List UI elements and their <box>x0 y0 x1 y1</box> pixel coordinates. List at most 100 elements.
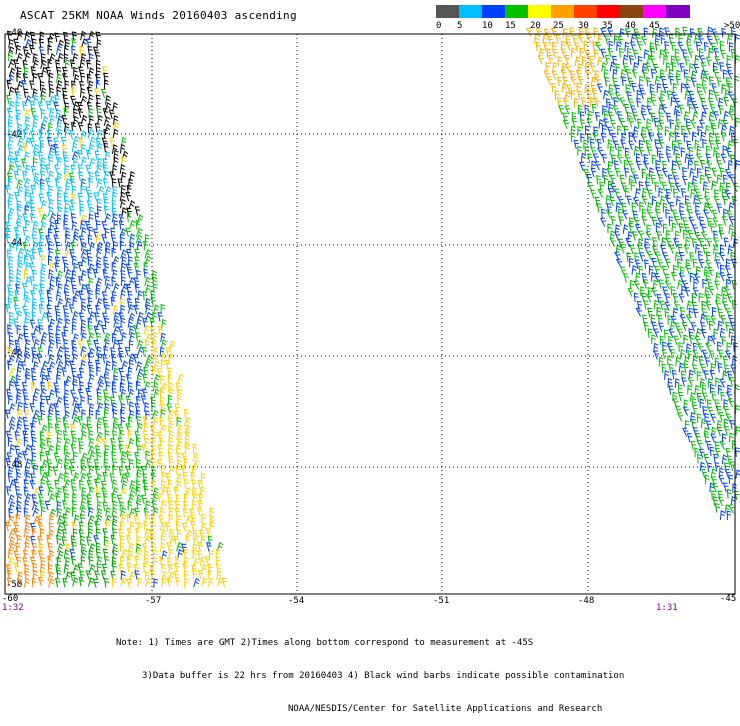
wind-barb <box>197 480 203 490</box>
wind-barb <box>652 27 658 38</box>
wind-barb <box>650 47 656 58</box>
lon-label-48: -48 <box>578 596 595 606</box>
wind-barb <box>645 77 651 87</box>
wind-barb <box>174 500 180 511</box>
wind-barb <box>127 500 133 511</box>
wind-barb <box>692 182 699 192</box>
wind-barb <box>121 156 127 167</box>
wind-barb <box>129 521 135 531</box>
wind-barb <box>618 208 623 219</box>
wind-barb <box>95 79 101 90</box>
wind-barb <box>686 201 692 212</box>
wind-barb <box>48 255 53 266</box>
wind-barb <box>618 216 624 226</box>
wind-barb <box>624 154 631 164</box>
wind-barb <box>143 324 151 335</box>
wind-barb <box>13 381 20 391</box>
wind-barb <box>41 374 47 384</box>
wind-barb <box>56 557 62 567</box>
wind-barb <box>152 311 157 322</box>
wind-barb <box>41 115 49 126</box>
wind-barb <box>654 75 661 86</box>
wind-barb <box>589 62 596 73</box>
wind-barb <box>696 370 702 381</box>
wind-barb <box>702 138 707 149</box>
wind-barb <box>40 199 48 210</box>
wind-barb <box>586 90 592 100</box>
wind-barb <box>143 422 149 433</box>
wind-barb <box>691 224 698 234</box>
wind-barb <box>16 310 23 321</box>
wind-barb <box>673 175 679 185</box>
wind-barb <box>48 269 54 280</box>
wind-barb <box>127 381 133 392</box>
wind-barb <box>56 429 63 440</box>
wind-barb <box>87 394 93 405</box>
wind-barb <box>48 107 55 118</box>
wind-barb <box>694 384 700 395</box>
wind-barb <box>126 578 132 589</box>
wind-barb <box>53 137 59 147</box>
wind-barb <box>628 217 634 227</box>
wind-barb <box>121 331 127 342</box>
wind-barb <box>725 350 732 360</box>
wind-barb <box>85 38 92 49</box>
wind-barb <box>33 325 41 335</box>
wind-barb <box>7 472 13 483</box>
wind-barb <box>62 151 68 161</box>
wind-barb <box>134 206 141 216</box>
wind-barb <box>183 493 189 503</box>
wind-barb <box>634 259 641 269</box>
wind-barb <box>687 159 693 170</box>
wind-barb <box>699 398 705 409</box>
wind-barb <box>191 486 198 497</box>
wind-barb <box>677 328 684 338</box>
wind-barb <box>143 366 149 377</box>
wind-barb <box>85 387 91 398</box>
wind-barb <box>710 119 716 129</box>
wind-barb <box>25 185 30 196</box>
wind-barb <box>688 146 694 157</box>
wind-barb <box>574 42 580 52</box>
wind-barb <box>713 35 720 45</box>
wind-barb <box>16 416 24 426</box>
wind-barb <box>21 283 28 293</box>
wind-barb <box>605 209 612 219</box>
wind-barb <box>556 76 563 87</box>
wind-barb <box>77 122 84 132</box>
wind-barb <box>40 506 46 517</box>
wind-barb <box>71 270 77 280</box>
wind-barb <box>672 391 677 402</box>
wind-barb <box>677 279 683 290</box>
wind-barb <box>151 270 158 280</box>
wind-barb <box>23 436 29 447</box>
wind-barb <box>40 563 46 573</box>
wind-barb <box>113 325 120 336</box>
wind-barb <box>603 68 609 79</box>
wind-barb <box>87 514 95 525</box>
wind-barb-map[interactable] <box>0 0 740 650</box>
wind-barb <box>167 557 172 567</box>
wind-barb <box>688 369 694 380</box>
wind-barb <box>168 506 175 517</box>
wind-barb <box>80 325 86 336</box>
wind-barb <box>579 119 586 129</box>
wind-barb <box>95 247 103 258</box>
wind-barb <box>69 466 75 476</box>
wind-barb <box>191 564 197 575</box>
wind-barb <box>49 212 56 223</box>
wind-barb <box>710 335 717 345</box>
legend-tick-2: 10 <box>482 21 493 31</box>
wind-barb <box>103 345 109 356</box>
wind-barb <box>672 398 679 408</box>
wind-barb <box>664 194 671 205</box>
wind-barb <box>29 403 36 413</box>
wind-barb <box>209 507 215 518</box>
wind-barb <box>33 487 40 497</box>
wind-barb <box>86 536 92 546</box>
wind-barb <box>24 51 31 62</box>
wind-barb <box>718 105 724 115</box>
wind-barb <box>217 576 224 587</box>
wind-barb <box>126 212 132 223</box>
wind-barb <box>717 496 725 507</box>
